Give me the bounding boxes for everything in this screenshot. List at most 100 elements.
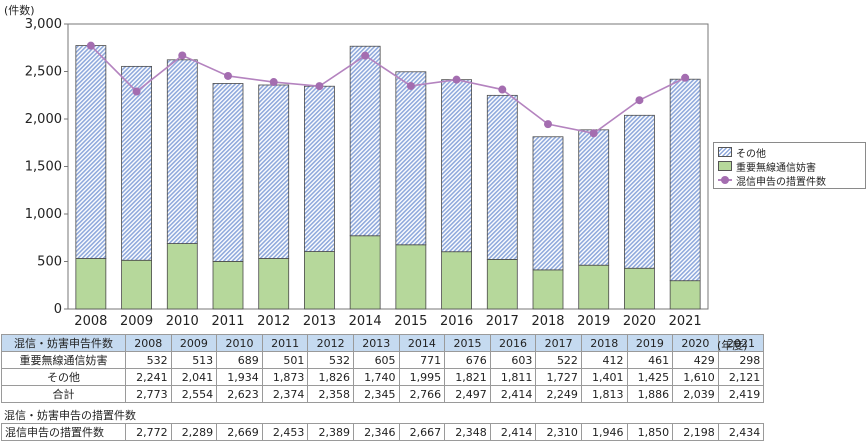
- legend-swatch-line: [718, 175, 732, 185]
- table-cell: 1,873: [261, 368, 309, 386]
- table-cell: 1,813: [580, 385, 628, 403]
- bar-other: [212, 83, 244, 262]
- table-cell: 2,241: [125, 368, 172, 386]
- x-tick-label: 2019: [577, 314, 610, 329]
- line-point: [589, 129, 598, 138]
- table-cell: 412: [580, 351, 628, 369]
- table-cell: 2,289: [170, 423, 218, 441]
- table-header-year: 2012: [307, 334, 354, 352]
- bars: [75, 45, 701, 310]
- table-cell: 2,041: [170, 368, 218, 386]
- table-header-year: 2011: [261, 334, 309, 352]
- bar-other: [121, 65, 152, 261]
- table-cell: 1,425: [626, 368, 674, 386]
- row-label: 合計: [1, 385, 126, 403]
- table-header-year: 2021: [717, 334, 765, 352]
- x-tick-label: 2008: [74, 314, 107, 329]
- table-cell: 1,740: [352, 368, 400, 386]
- table-header-year: 2019: [626, 334, 674, 352]
- table-header-row: 混信・妨害申告件数 2008 2009 2010 2011 2012 2013 …: [1, 334, 765, 352]
- legend-swatch-major: [718, 161, 732, 171]
- y-tick-label: 1,000: [25, 207, 62, 222]
- table-cell: 2,773: [125, 385, 172, 403]
- y-tick-label: 0: [54, 302, 62, 317]
- table-cell: 2,198: [672, 423, 719, 441]
- y-axis: 0 500 1,000 1,500 2,000 2,500 3,000: [25, 17, 68, 317]
- line-point: [178, 51, 187, 60]
- table-row-total: 合計 2,773 2,554 2,623 2,374 2,358 2,345 2…: [1, 385, 765, 403]
- line-point: [224, 71, 232, 80]
- x-tick-label: 2010: [166, 314, 199, 329]
- table-cell: 2,419: [717, 385, 765, 403]
- line-point: [498, 85, 507, 94]
- bar-other: [441, 79, 472, 253]
- table-cell: 522: [535, 351, 582, 369]
- table-row-other: その他 2,241 2,041 1,934 1,873 1,826 1,740 …: [1, 368, 765, 386]
- table-cell: 2,249: [535, 385, 582, 403]
- table-cell: 461: [626, 351, 674, 369]
- y-tick-label: 500: [37, 255, 62, 270]
- table-cell: 1,821: [444, 368, 491, 386]
- legend-label-line: 混信申告の措置件数: [736, 176, 826, 188]
- x-tick-label: 2009: [120, 314, 153, 329]
- table-cell: 2,772: [125, 423, 172, 441]
- table-cell: 1,826: [307, 368, 354, 386]
- row-label: その他: [1, 368, 126, 386]
- line-path: [90, 45, 686, 135]
- line-point: [452, 75, 461, 84]
- line-point: [681, 73, 690, 82]
- plot-area: [67, 23, 709, 310]
- bar-other: [75, 45, 107, 259]
- line-point: [315, 82, 324, 91]
- line-point: [269, 78, 278, 87]
- y-tick-label: 2,000: [25, 112, 62, 127]
- table-cell: 2,345: [352, 385, 400, 403]
- x-axis: 2008 2009 2010 2011 2012 2013 2014 2015 2016 2017…: [74, 314, 701, 329]
- table-header-year: 2010: [216, 334, 263, 352]
- line-point: [406, 81, 415, 90]
- bar-other: [578, 129, 610, 266]
- table-cell: 2,414: [489, 385, 537, 403]
- bar-major: [578, 264, 610, 310]
- bar-major: [532, 269, 564, 310]
- x-tick-label: 2014: [349, 314, 382, 329]
- table-row-major: 重要無線通信妨害 532 513 689 501 532 605 771 676…: [1, 351, 765, 369]
- table-cell: 1,946: [580, 423, 628, 441]
- bar-major: [669, 280, 701, 310]
- table-cell: 2,039: [672, 385, 719, 403]
- bar-major: [121, 259, 152, 310]
- table-cell: 1,811: [489, 368, 537, 386]
- table-cell: 1,934: [216, 368, 263, 386]
- bar-major: [304, 251, 335, 310]
- y-tick-label: 1,500: [25, 160, 62, 175]
- table-cell: 429: [672, 351, 719, 369]
- bar-major: [75, 258, 107, 310]
- bar-other: [304, 85, 335, 252]
- bar-other: [258, 84, 290, 259]
- bar-major: [624, 267, 655, 310]
- table-cell: 1,995: [398, 368, 446, 386]
- table-header-year: 2016: [489, 334, 537, 352]
- table-header-year: 2020: [672, 334, 719, 352]
- x-tick-label: 2015: [394, 314, 427, 329]
- table-cell: 1,850: [626, 423, 674, 441]
- table-cell: 2,358: [307, 385, 354, 403]
- table-header-year: 2013: [352, 334, 400, 352]
- bar-major: [166, 243, 198, 310]
- table-cell: 2,414: [489, 423, 537, 441]
- table-cell: 689: [216, 351, 263, 369]
- table2-caption: 混信・妨害申告の措置件数: [4, 409, 136, 422]
- table-cell: 2,348: [444, 423, 491, 441]
- table-cell: 501: [261, 351, 309, 369]
- line-point: [132, 87, 141, 96]
- table-header-year: 2014: [398, 334, 446, 352]
- bar-other: [624, 114, 655, 269]
- bar-other: [349, 45, 381, 237]
- row-label: 重要無線通信妨害: [1, 351, 126, 369]
- y-tick-label: 3,000: [25, 17, 62, 32]
- x-tick-label: 2018: [531, 314, 564, 329]
- table-cell: 1,886: [626, 385, 674, 403]
- bar-other: [395, 71, 427, 246]
- table-cell: 2,453: [261, 423, 309, 441]
- table-header-year: 2017: [535, 334, 582, 352]
